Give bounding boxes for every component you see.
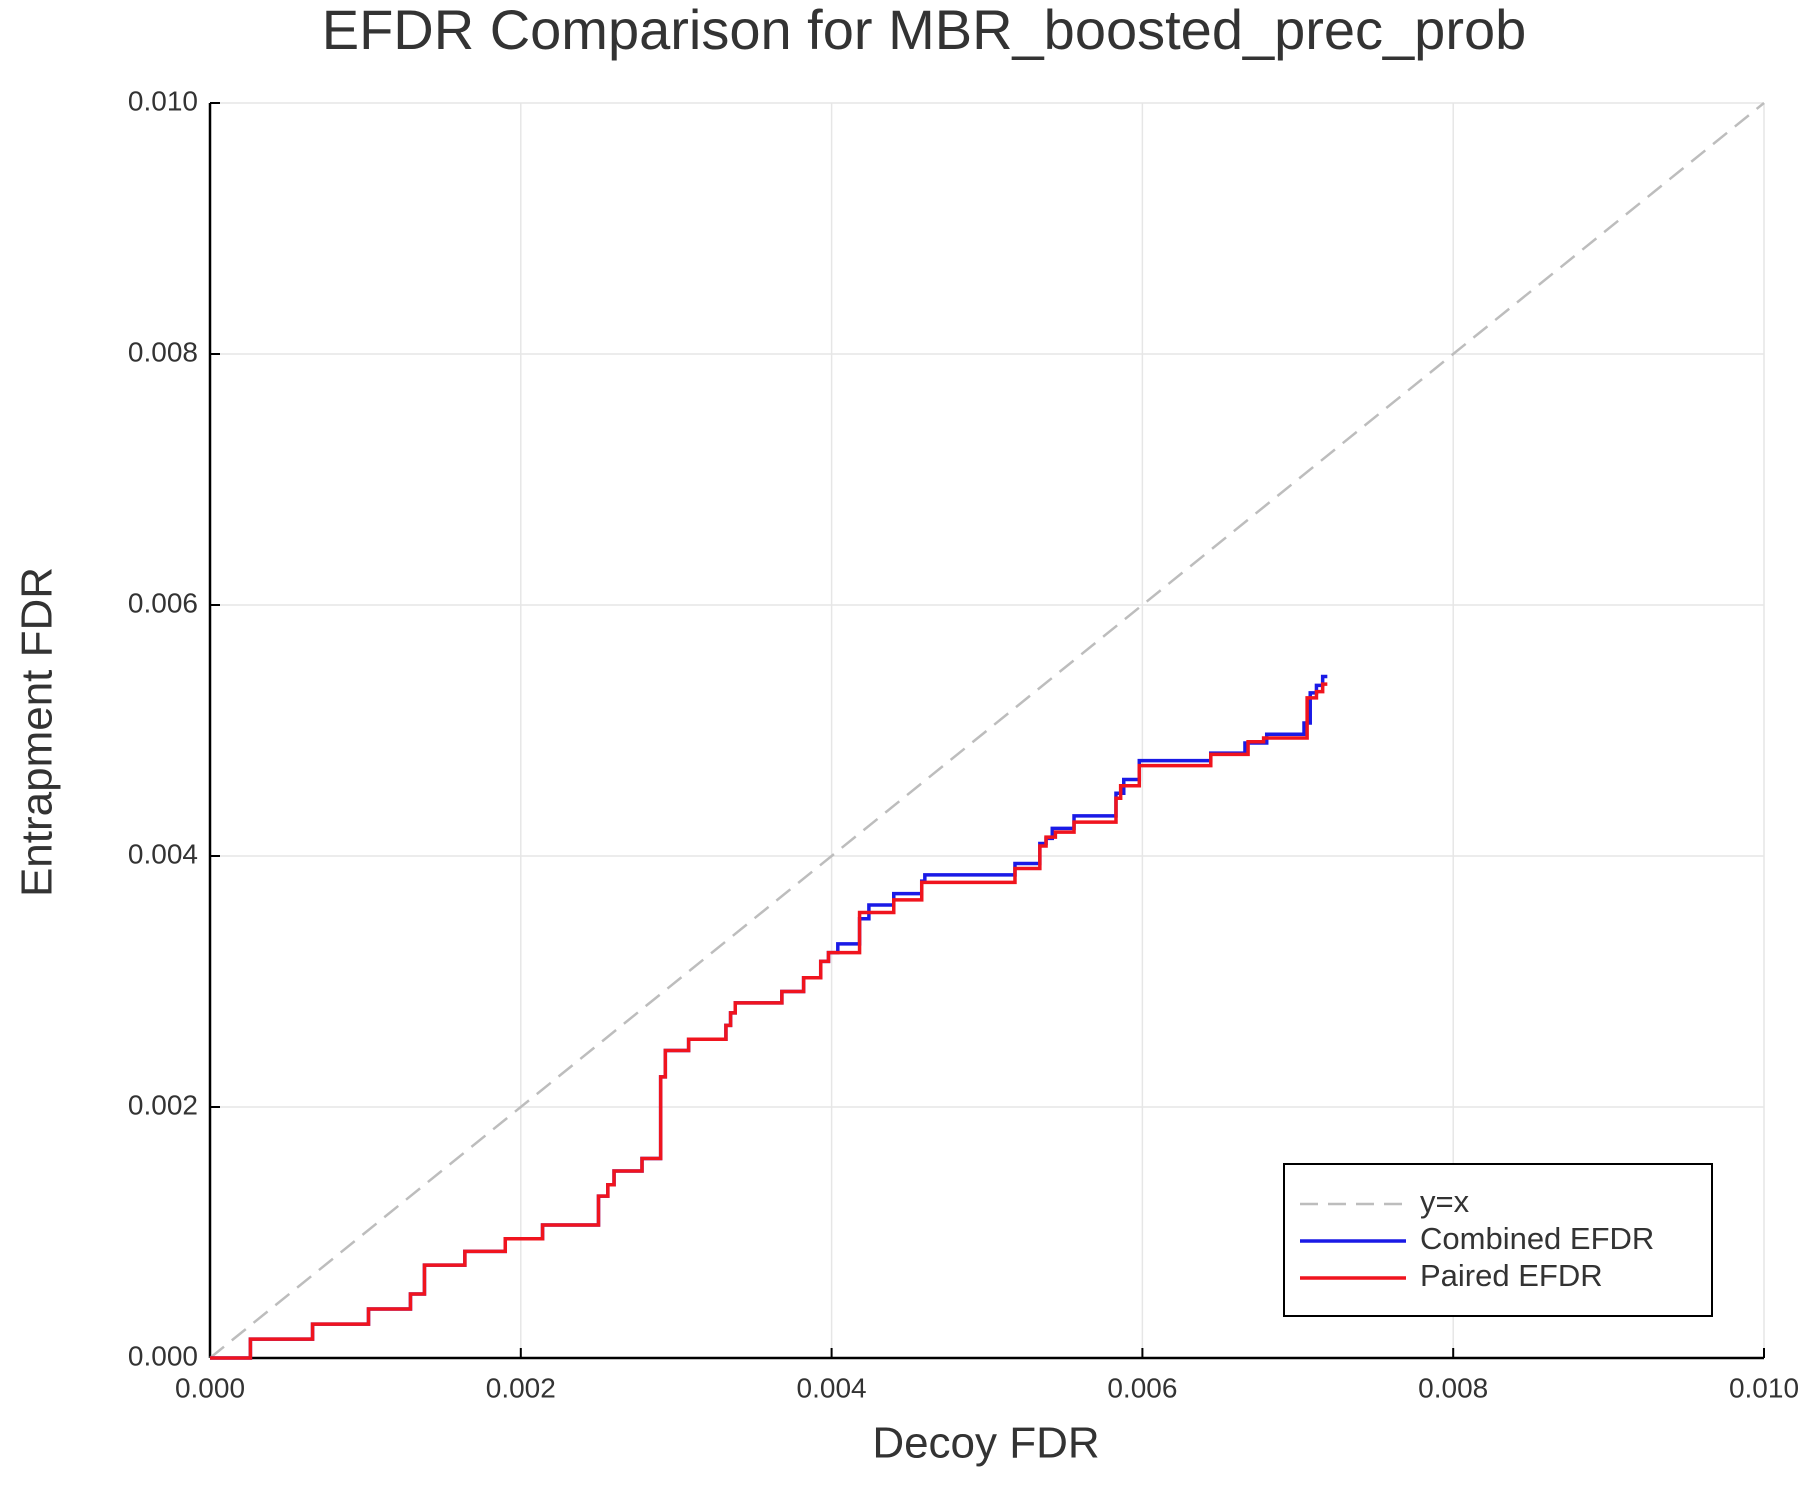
x-tick-label: 0.004 xyxy=(797,1372,867,1403)
legend-label: y=x xyxy=(1420,1184,1470,1219)
x-tick-label: 0.008 xyxy=(1418,1372,1488,1403)
legend-label: Paired EFDR xyxy=(1420,1258,1603,1293)
series-line xyxy=(209,102,1765,1359)
y-axis-label: Entrapment FDR xyxy=(13,567,62,897)
chart-title: EFDR Comparison for MBR_boosted_prec_pro… xyxy=(322,0,1527,61)
series-line xyxy=(210,682,1328,1360)
x-tick-label: 0.000 xyxy=(175,1372,245,1403)
y-tick-label: 0.006 xyxy=(128,587,198,618)
series-line xyxy=(210,674,1328,1360)
y-tick-label: 0.002 xyxy=(128,1089,198,1120)
x-tick-label: 0.006 xyxy=(1107,1372,1177,1403)
x-tick-label: 0.010 xyxy=(1729,1372,1799,1403)
y-tick-label: 0.004 xyxy=(128,838,198,869)
x-tick-label: 0.002 xyxy=(486,1372,556,1403)
y-tick-label: 0.008 xyxy=(128,336,198,367)
x-axis-label: Decoy FDR xyxy=(872,1419,1099,1468)
y-tick-label: 0.000 xyxy=(128,1340,198,1371)
y-tick-label: 0.010 xyxy=(128,85,198,116)
legend-label: Combined EFDR xyxy=(1420,1221,1654,1256)
